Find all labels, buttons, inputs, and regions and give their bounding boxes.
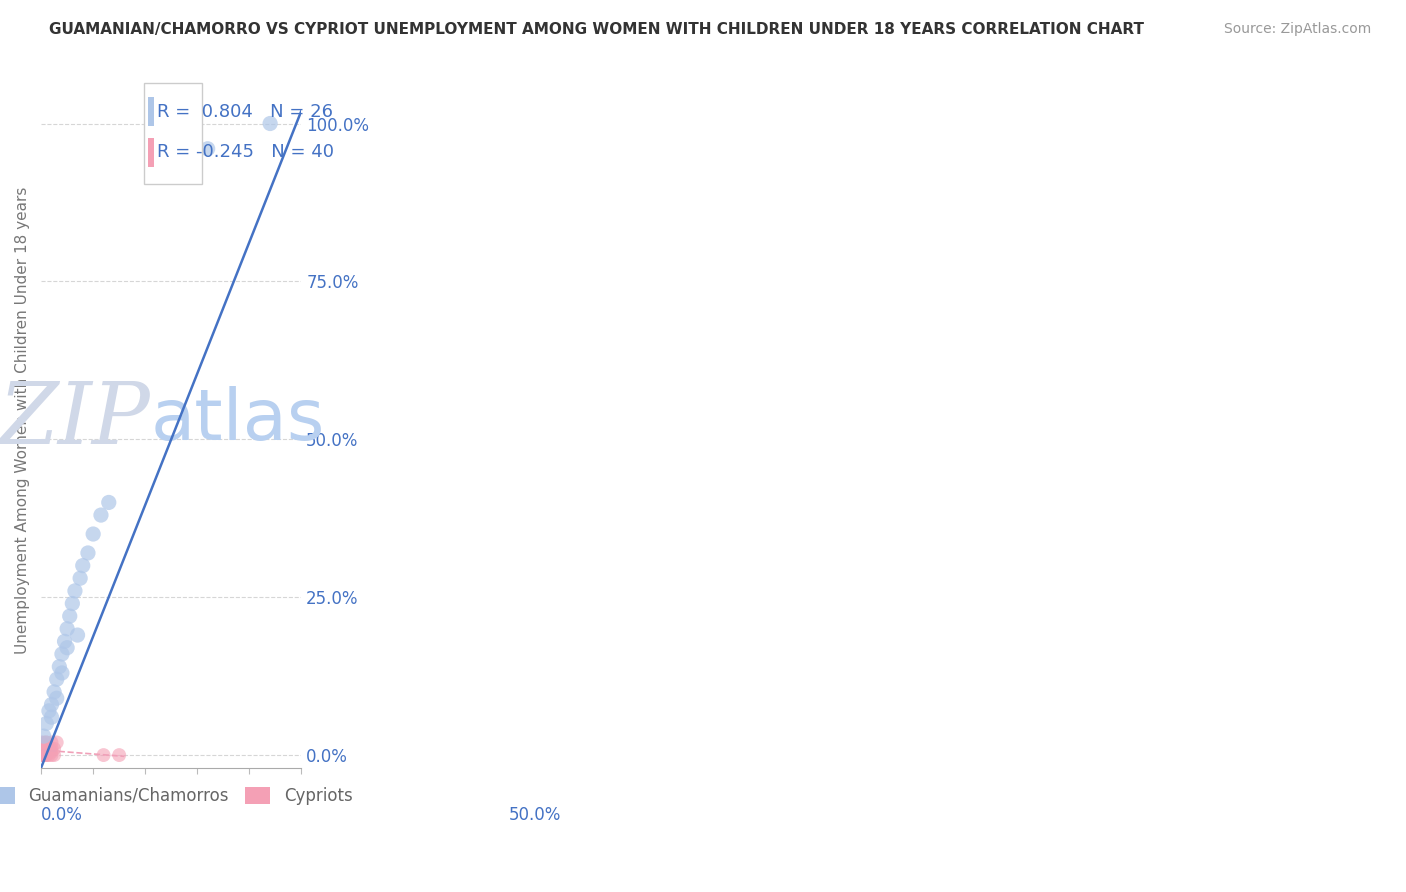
Point — [38, 704, 60, 718]
Point — [63, 583, 86, 598]
Point — [30, 741, 52, 756]
Point — [38, 741, 60, 756]
Point — [60, 597, 83, 611]
Y-axis label: Unemployment Among Women with Children Under 18 years: Unemployment Among Women with Children U… — [15, 186, 30, 654]
Point — [41, 741, 63, 756]
Point — [41, 735, 63, 749]
Point — [41, 710, 63, 724]
Point — [56, 622, 79, 636]
Point — [41, 698, 63, 712]
Point — [30, 747, 52, 762]
Point — [32, 745, 55, 759]
Text: ZIP: ZIP — [0, 379, 150, 462]
Point — [56, 640, 79, 655]
Point — [77, 546, 100, 560]
Point — [35, 716, 58, 731]
Point — [38, 745, 60, 759]
Point — [51, 647, 73, 661]
Point — [35, 741, 58, 756]
Point — [35, 735, 58, 749]
Text: 0.0%: 0.0% — [41, 805, 83, 824]
Point — [32, 747, 55, 762]
Point — [59, 609, 82, 624]
Point — [42, 747, 65, 762]
Point — [35, 747, 58, 762]
Point — [30, 745, 52, 759]
Point — [35, 735, 58, 749]
FancyBboxPatch shape — [143, 83, 202, 184]
Point — [108, 747, 131, 762]
Point — [32, 747, 55, 762]
Point — [93, 747, 115, 762]
Point — [66, 628, 89, 642]
Point — [82, 527, 104, 541]
Text: 50.0%: 50.0% — [509, 805, 561, 824]
Point — [69, 571, 91, 585]
Point — [30, 745, 52, 759]
Point — [42, 741, 65, 756]
Point — [90, 508, 112, 522]
Point — [41, 745, 63, 759]
Point — [32, 745, 55, 759]
Point — [30, 741, 52, 756]
Point — [35, 745, 58, 759]
Legend: Guamanians/Chamorros, Cypriots: Guamanians/Chamorros, Cypriots — [0, 780, 359, 812]
Point — [30, 741, 52, 756]
Point — [30, 745, 52, 759]
Point — [45, 735, 67, 749]
Point — [45, 691, 67, 706]
Point — [32, 735, 55, 749]
Text: R = -0.245   N = 40: R = -0.245 N = 40 — [156, 144, 333, 161]
Point — [30, 747, 52, 762]
Point — [35, 747, 58, 762]
Point — [53, 634, 76, 648]
Point — [45, 673, 67, 687]
Point — [30, 747, 52, 762]
Point — [97, 495, 120, 509]
Point — [30, 747, 52, 762]
Point — [197, 142, 219, 156]
Text: GUAMANIAN/CHAMORRO VS CYPRIOT UNEMPLOYMENT AMONG WOMEN WITH CHILDREN UNDER 18 YE: GUAMANIAN/CHAMORRO VS CYPRIOT UNEMPLOYME… — [49, 22, 1144, 37]
Point — [38, 747, 60, 762]
Point — [32, 741, 55, 756]
Point — [30, 735, 52, 749]
Bar — [148, 97, 155, 127]
Point — [41, 747, 63, 762]
Point — [42, 685, 65, 699]
Text: atlas: atlas — [150, 386, 325, 455]
Point — [35, 741, 58, 756]
Point — [32, 741, 55, 756]
Point — [30, 741, 52, 756]
Point — [30, 747, 52, 762]
Text: R =  0.804   N = 26: R = 0.804 N = 26 — [156, 103, 333, 121]
Text: Source: ZipAtlas.com: Source: ZipAtlas.com — [1223, 22, 1371, 37]
Bar — [148, 137, 155, 167]
Point — [72, 558, 94, 573]
Point — [48, 659, 70, 673]
Point — [30, 747, 52, 762]
Point — [32, 729, 55, 743]
Point — [259, 116, 281, 130]
Point — [51, 665, 73, 680]
